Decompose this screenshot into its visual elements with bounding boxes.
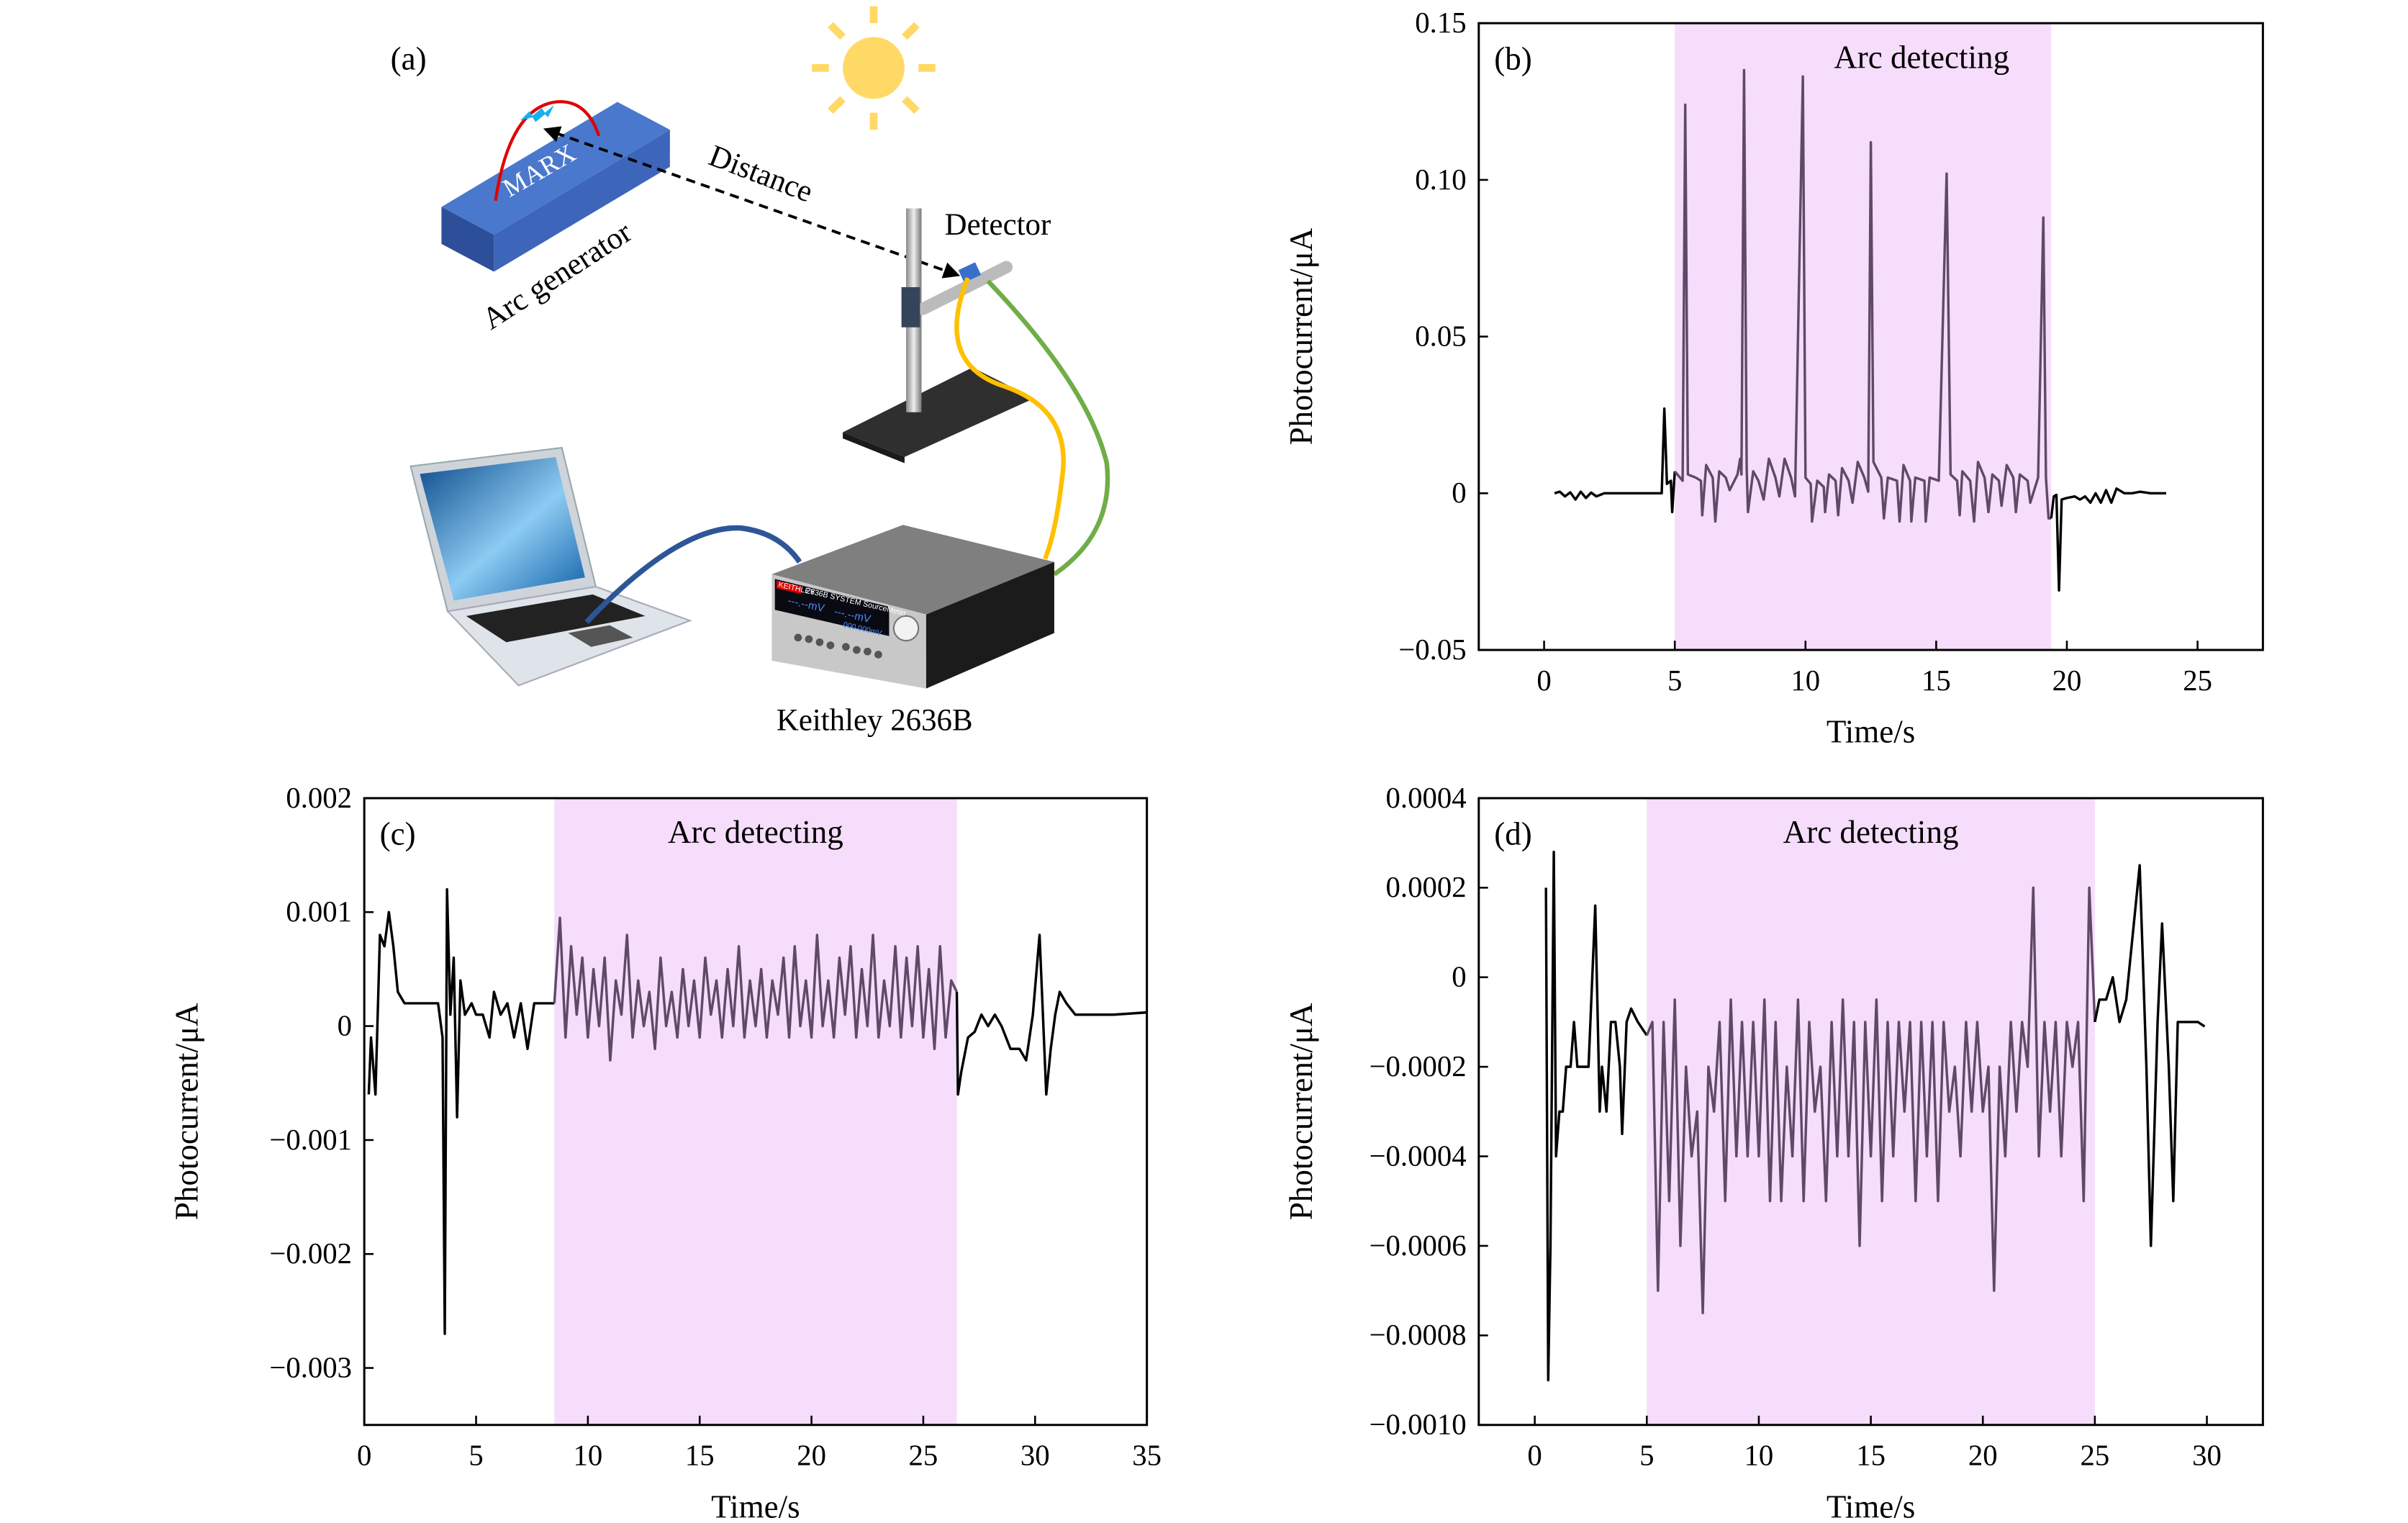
x-tick-label: 15 [1856,1440,1886,1472]
y-tick-label: 0.0002 [1386,871,1467,903]
series-line-arc [1645,886,2096,1314]
arc-detecting-annotation: Arc detecting [668,814,843,850]
arc-detecting-annotation: Arc detecting [1834,39,2009,75]
y-tick-label: 0.001 [286,895,352,928]
x-tick-label: 30 [1020,1440,1050,1472]
panel-label-a: (a) [391,41,427,77]
marx-generator: MARX [441,100,670,272]
y-tick-label: 0.05 [1415,320,1466,352]
x-tick-label: 25 [2081,1440,2110,1472]
x-axis-label: Time/s [711,1488,800,1523]
chart-b: 0 5 10 15 20 25 −0.05 0 0.05 0.10 0.15 Time/s Photoc… [1283,6,2264,750]
series-line-before [1544,850,1648,1382]
x-tick-label: 30 [2192,1440,2222,1472]
series-line-after [955,934,1147,1096]
y-tick-label: −0.0010 [1370,1409,1467,1441]
y-tick-label: −0.001 [269,1124,352,1156]
y-axis-label: Photocurrent/μA [169,1003,205,1220]
yellow-cable [954,276,1066,560]
y-tick-label: 0 [338,1009,352,1041]
y-tick-label: −0.0006 [1370,1229,1467,1262]
x-tick-label: 15 [685,1440,715,1472]
x-tick-label: 5 [1639,1440,1654,1472]
plot-frame [363,797,1149,1427]
y-tick-label: −0.0002 [1370,1050,1467,1083]
x-axis-label: Time/s [1827,1488,1915,1523]
detector-label: Detector [945,208,1051,242]
blue-cable [584,525,802,625]
x-tick-label: 0 [357,1440,371,1472]
series-line-before [1554,407,1676,514]
x-tick-label: 10 [1791,664,1820,697]
arc-detecting-annotation: Arc detecting [1783,814,1959,850]
distance-arrow [543,126,961,279]
y-tick-label: 0.15 [1415,6,1466,39]
lightning-icon [520,104,555,122]
panel-label: (c) [380,815,416,851]
x-tick-label: 20 [2052,664,2082,697]
x-tick-label: 25 [2183,664,2212,697]
plot-frame [1477,22,2264,651]
y-tick-label: −0.0008 [1370,1319,1467,1351]
y-tick-label: 0.0004 [1386,782,1467,814]
x-tick-label: 15 [1922,664,1951,697]
y-tick-label: 0 [1452,476,1466,509]
x-tick-label: 0 [1536,664,1551,697]
y-tick-label: −0.0004 [1370,1139,1467,1172]
x-axis-label: Time/s [1827,714,1915,750]
y-tick-label: −0.002 [269,1237,352,1270]
x-tick-label: 10 [1744,1440,1774,1472]
x-tick-label: 25 [909,1440,938,1472]
y-tick-label: −0.05 [1398,633,1466,666]
distance-label: Distance [705,139,818,209]
panel-label: (d) [1494,815,1532,851]
keithley-instrument: KEITHLEY 2636B SYSTEM SourceMeter ---.--… [771,525,1054,689]
series-line-after [2094,864,2206,1247]
x-tick-label: 0 [1527,1440,1542,1472]
y-axis-label: Photocurrent/μA [1283,1003,1319,1220]
y-tick-label: 0.10 [1415,163,1466,196]
laptop-icon [409,446,692,687]
x-tick-label: 20 [797,1440,826,1472]
arc-detecting-region [1675,23,2052,651]
charts: 0 5 10 15 20 25 −0.05 0 0.05 0.10 0.15 Time/s Photoc… [169,6,2264,1523]
detector-stand-icon [843,208,1035,464]
series-line-arc [553,916,959,1062]
y-axis-label: Photocurrent/μA [1283,227,1319,445]
chart-c: 0 5 10 15 20 25 30 35 −0.003 −0.002 −0.001 0 0.001 0.… [169,782,1162,1523]
series-line-arc [1673,68,2052,523]
y-tick-label: 0.002 [286,782,352,814]
schematic-panel: (a) MARX Distance Arc generator Det [391,6,1110,738]
x-tick-label: 35 [1132,1440,1162,1472]
green-cable [986,279,1110,577]
x-tick-label: 5 [469,1440,483,1472]
y-tick-label: −0.003 [269,1351,352,1383]
x-tick-label: 5 [1667,664,1682,697]
panel-label: (b) [1494,41,1532,77]
arc-detecting-region [554,797,957,1425]
chart-d: 0 5 10 15 20 25 30 −0.0010 −0.0008 −0.0006 −0.0004… [1283,782,2264,1523]
instrument-label: Keithley 2636B [777,704,973,738]
y-tick-label: 0 [1452,961,1466,993]
series-line-after [2050,487,2167,592]
series-line-before [367,887,555,1335]
sun-icon [812,6,936,130]
x-tick-label: 20 [1968,1440,1998,1472]
x-tick-label: 10 [574,1440,603,1472]
